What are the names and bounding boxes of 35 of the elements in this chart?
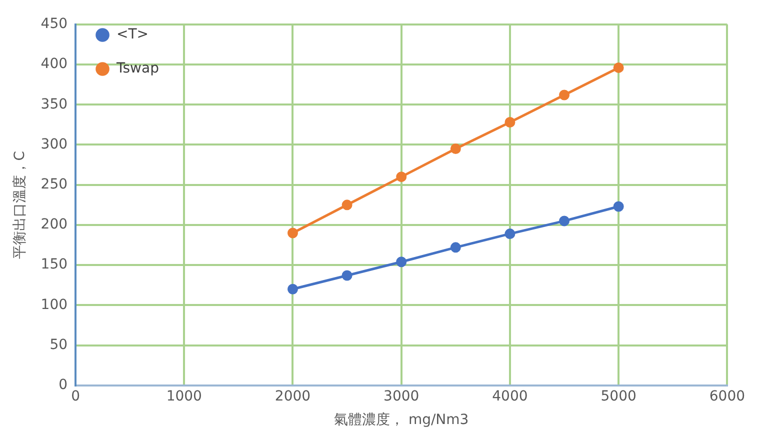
- x-tick-label: 5000: [600, 388, 636, 404]
- point: [342, 200, 352, 210]
- x-tick-label: 6000: [709, 388, 746, 404]
- point: [396, 256, 407, 268]
- point: [504, 117, 516, 128]
- y-tick-label: 0: [58, 377, 68, 394]
- y-tick-label: 50: [50, 336, 68, 353]
- x-tick-label: 1000: [166, 388, 202, 404]
- x-tick-label: 2000: [274, 388, 311, 404]
- point: [559, 216, 570, 226]
- point: [287, 228, 298, 238]
- y-axis-title: 平衡出口溫度，C: [12, 150, 28, 259]
- x-tick-label: 0: [71, 388, 80, 404]
- y-tick-label: 100: [40, 296, 68, 313]
- point: [613, 201, 624, 212]
- y-tick-label: 400: [40, 56, 68, 72]
- y-tick-label: 250: [40, 176, 68, 192]
- point: [450, 242, 461, 253]
- point: [287, 284, 298, 294]
- x-tick-label: 4000: [492, 388, 528, 404]
- x-axis-title: 氣體濃度， mg/Nm3: [334, 412, 469, 428]
- point: [396, 172, 407, 182]
- y-tick-label: 350: [40, 96, 68, 112]
- legend-label: Tswap: [116, 60, 160, 77]
- point: [504, 228, 516, 240]
- y-tick-label: 300: [40, 136, 68, 152]
- point: [613, 62, 624, 73]
- point: [450, 143, 461, 154]
- x-tick-label: 3000: [384, 388, 420, 404]
- point: [559, 90, 570, 100]
- y-tick-label: 200: [40, 216, 68, 233]
- y-tick-label: 450: [40, 16, 68, 32]
- y-tick-label: 150: [40, 256, 68, 273]
- legend-label: <T>: [116, 26, 149, 43]
- point: [342, 270, 352, 281]
